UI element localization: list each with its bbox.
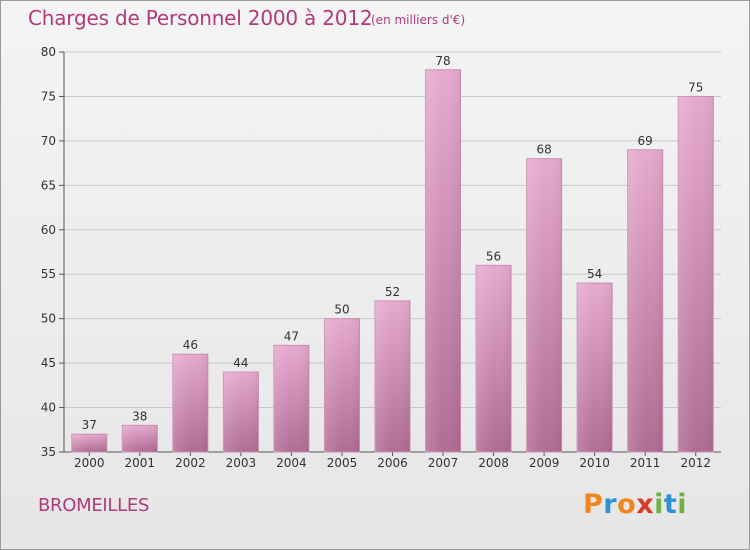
data-label-2000: 37 <box>82 418 97 432</box>
x-tick-label: 2012 <box>680 456 711 470</box>
y-tick-label: 60 <box>41 223 56 237</box>
brand-letter: r <box>603 489 618 520</box>
y-tick-label: 55 <box>41 267 56 281</box>
brand-letter: t <box>663 489 678 520</box>
x-tick-label: 2010 <box>579 456 610 470</box>
brand-letter: i <box>677 489 688 520</box>
chart-title: Charges de Personnel 2000 à 2012 <box>28 6 373 30</box>
y-tick-label: 50 <box>41 312 56 326</box>
brand-letter: o <box>617 489 637 520</box>
brand-logo: Proxiti <box>583 489 687 520</box>
bar-shine-2004 <box>273 345 309 452</box>
chart-subtitle: (en milliers d'€) <box>371 13 466 27</box>
y-tick-label: 40 <box>41 401 56 415</box>
data-label-2005: 50 <box>334 303 349 317</box>
bar-shine-2008 <box>476 265 512 452</box>
bar-shine-2010 <box>577 283 613 452</box>
data-label-2004: 47 <box>284 329 299 343</box>
data-label-2007: 78 <box>435 54 450 68</box>
y-tick-label: 70 <box>41 134 56 148</box>
data-label-2009: 68 <box>536 143 551 157</box>
bar-shine-2003 <box>223 372 259 452</box>
x-tick-label: 2008 <box>478 456 509 470</box>
bar-shine-2009 <box>526 158 562 452</box>
data-label-2008: 56 <box>486 249 501 263</box>
axes: 35 40 45 50 55 60 65 70 75 80 2000 2001 2002 2003 2004… <box>41 45 721 470</box>
bar-shine-2005 <box>324 318 360 452</box>
bar-shine-2000 <box>71 434 107 452</box>
brand-letter: i <box>654 489 664 520</box>
y-tick-label: 65 <box>41 178 56 192</box>
bar-shine-2011 <box>627 149 663 452</box>
bar-shine-2012 <box>678 96 714 452</box>
commune-name: BROMEILLES <box>38 495 150 516</box>
data-label-2012: 75 <box>688 80 703 94</box>
bar-shine-2001 <box>122 425 158 452</box>
bar-shine-2002 <box>172 354 208 452</box>
bar-shine-2006 <box>375 300 410 452</box>
data-labels: 37 38 46 44 47 50 52 78 56 68 54 69 75 <box>82 54 704 432</box>
bars <box>71 69 714 453</box>
x-tick-label: 2006 <box>377 456 408 470</box>
data-label-2011: 69 <box>638 134 653 148</box>
brand-letter: x <box>636 489 655 520</box>
data-label-2010: 54 <box>587 267 602 281</box>
data-label-2001: 38 <box>132 409 147 423</box>
x-tick-label: 2004 <box>276 456 307 470</box>
x-tick-label: 2007 <box>428 456 459 470</box>
y-tick-label: 45 <box>41 356 56 370</box>
y-tick-label: 35 <box>41 445 56 459</box>
data-label-2006: 52 <box>385 285 400 299</box>
x-tick-label: 2005 <box>327 456 358 470</box>
x-tick-label: 2009 <box>529 456 560 470</box>
x-tick-label: 2002 <box>175 456 206 470</box>
x-tick-label: 2011 <box>630 456 661 470</box>
y-tick-label: 80 <box>41 45 56 59</box>
x-tick-label: 2000 <box>74 456 105 470</box>
y-tick-label: 75 <box>41 89 56 103</box>
data-label-2003: 44 <box>233 356 248 370</box>
x-tick-label: 2001 <box>125 456 156 470</box>
brand-letter: P <box>583 489 604 520</box>
x-tick-label: 2003 <box>226 456 257 470</box>
bar-shine-2007 <box>425 69 461 453</box>
data-label-2002: 46 <box>183 338 198 352</box>
